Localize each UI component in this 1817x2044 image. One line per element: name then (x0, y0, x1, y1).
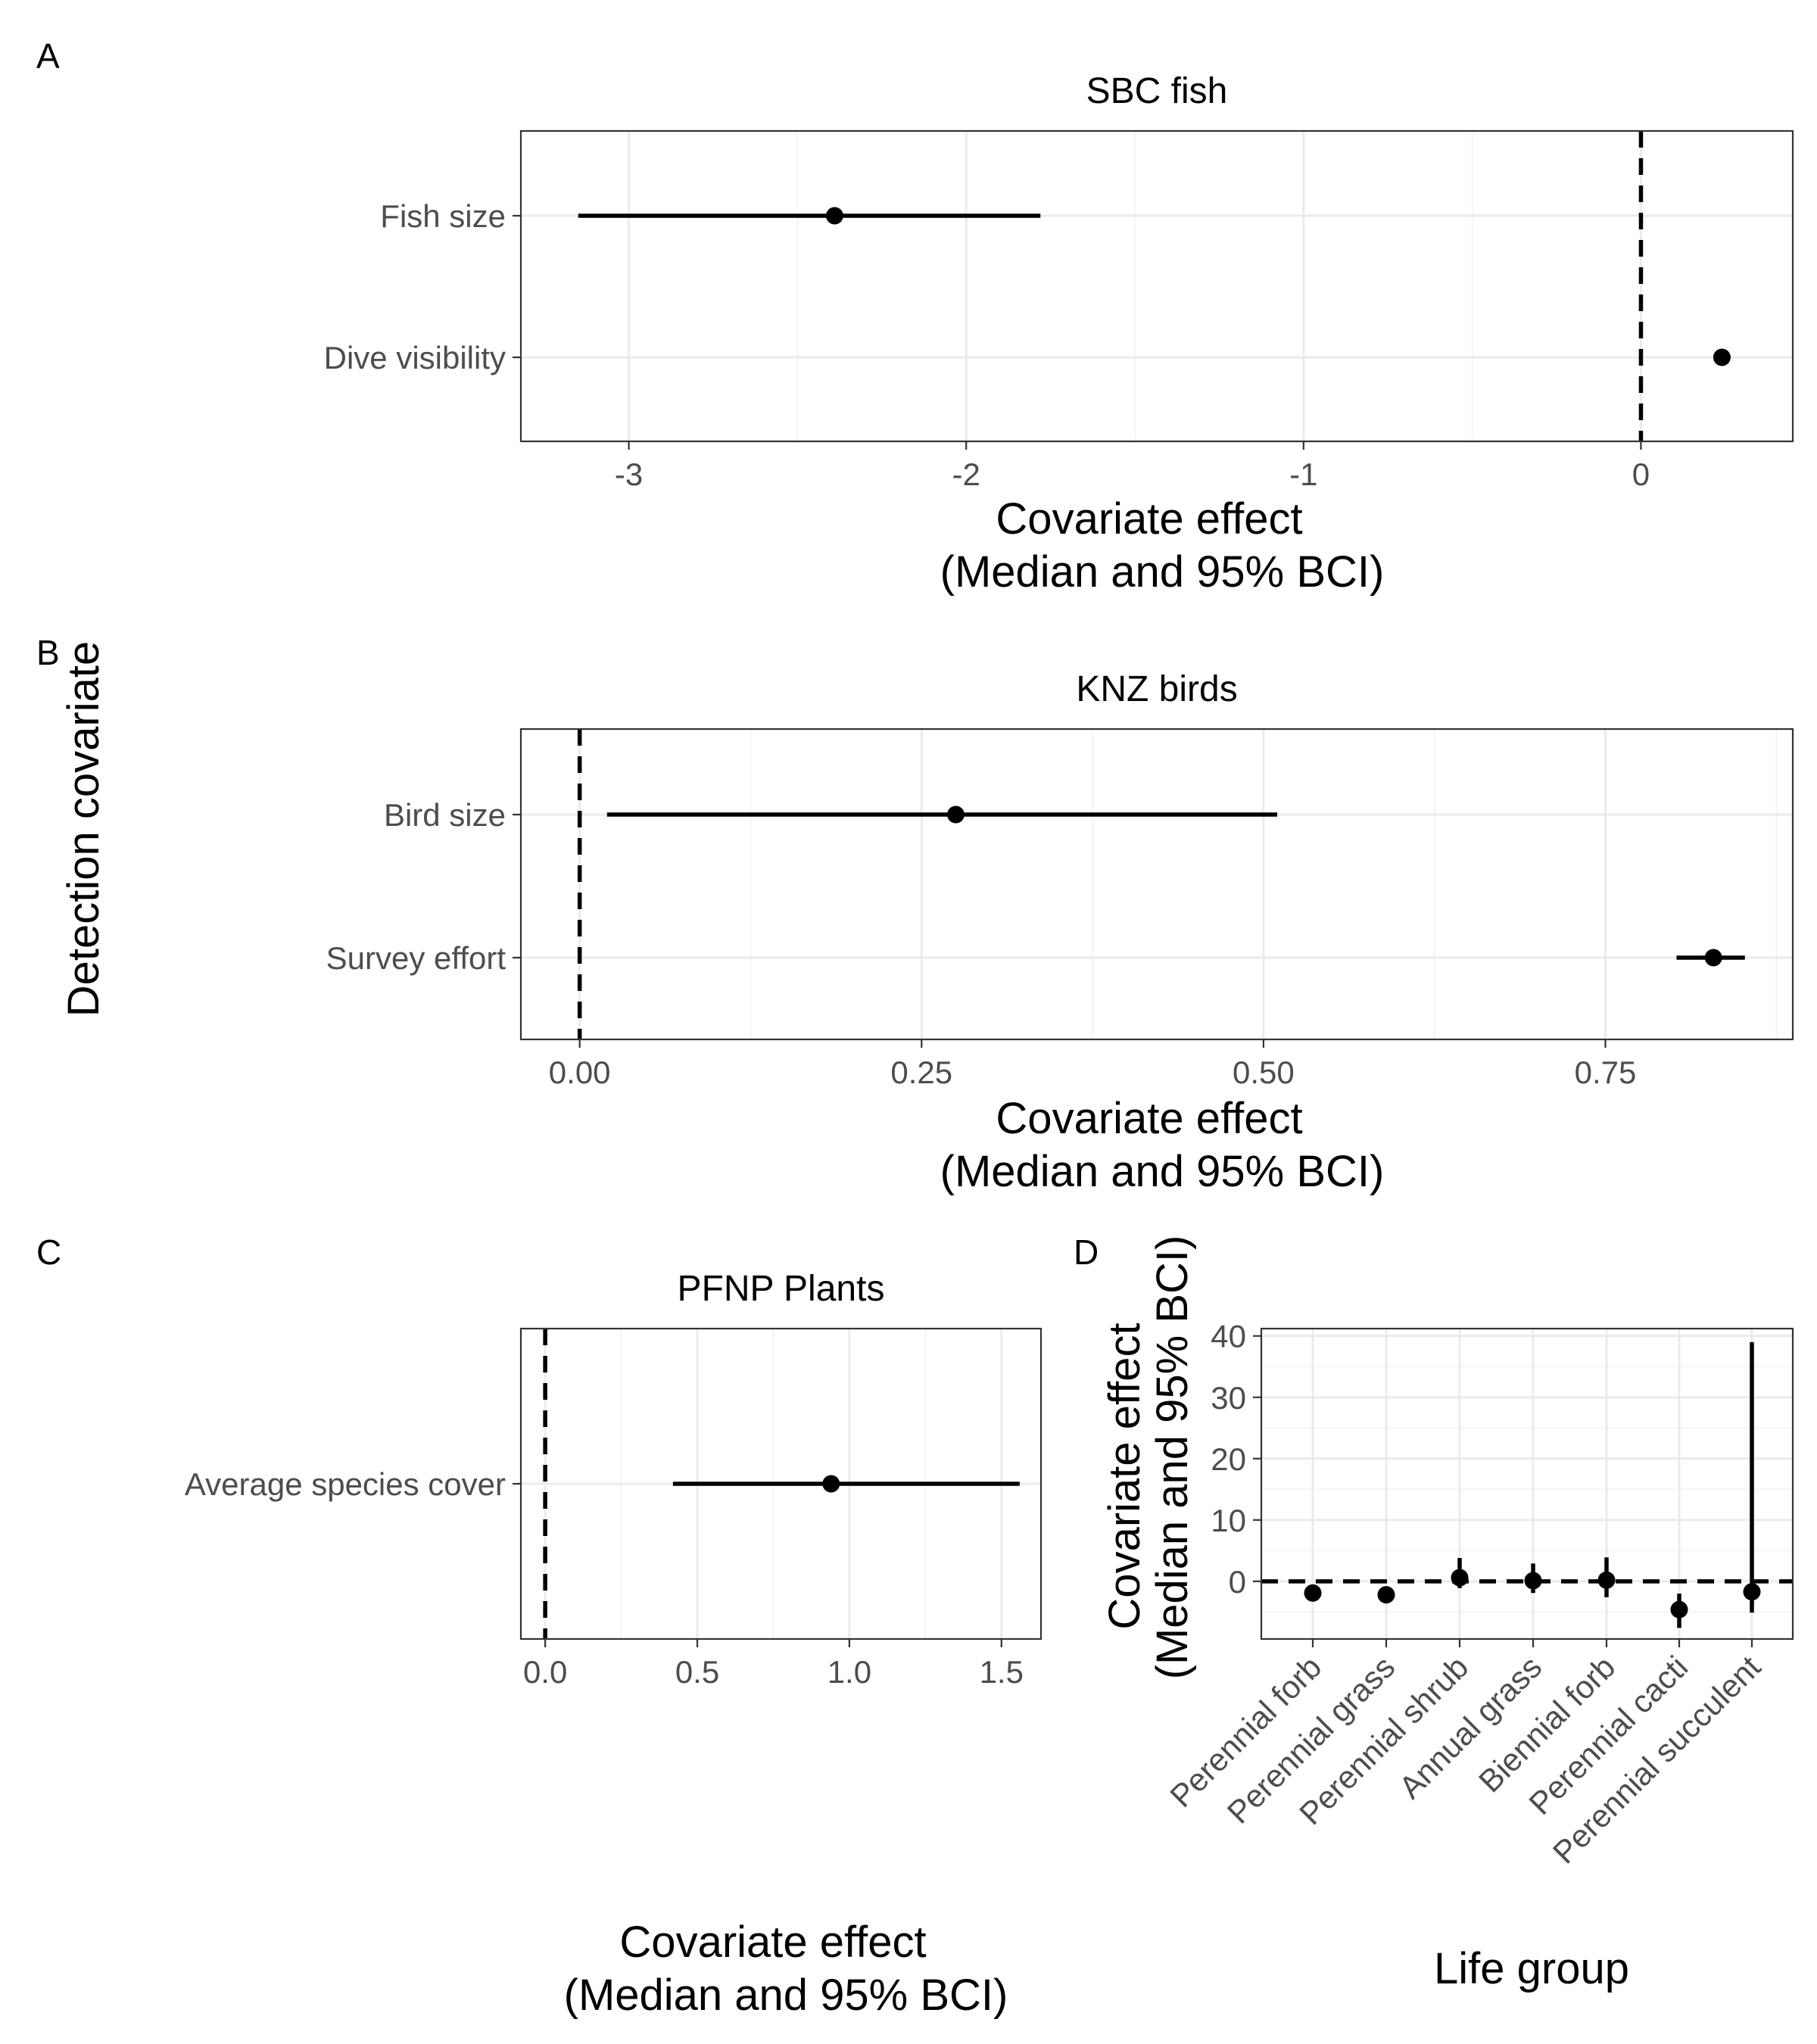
panel-b-x-axis-title-line1: Covariate effect (996, 1094, 1302, 1143)
panel-b-x-axis-title: Covariate effect (Median and 95% BCI) (940, 1094, 1385, 1196)
panel-b-x-tick-label: 0.00 (549, 1055, 611, 1090)
panel-d-y-tick-label: 40 (1211, 1319, 1246, 1354)
panel-a-x-axis-title-line2: (Median and 95% BCI) (940, 547, 1385, 597)
panel-d-median-point (1670, 1600, 1688, 1619)
panel-b-median-point (1704, 949, 1722, 967)
panel-c-x-axis-title: Covariate effect (Median and 95% BCI) (564, 1918, 1008, 2020)
panel-d-y-tick-label: 20 (1211, 1441, 1246, 1477)
panel-letter-d: D (1074, 1232, 1099, 1272)
panel-d-y-tick-label: 10 (1211, 1503, 1246, 1538)
panel-c-x-tick-label: 0.5 (675, 1654, 719, 1690)
panel-c-plot: PFNP Plants Average species cover 0.0 0.5 1.… (185, 1269, 1043, 1690)
panel-b-plot: KNZ birds Bird size Survey effort 0.00 0.25 0… (326, 669, 1794, 1090)
panel-b-plot-frame (519, 728, 1794, 1041)
panel-c-title: PFNP Plants (678, 1269, 885, 1309)
panel-d-x-axis-title: Life group (1434, 1944, 1629, 1993)
panel-a-x-tick-label: -3 (615, 456, 643, 492)
panel-d-median-point (1304, 1584, 1322, 1602)
panel-d-median-point (1524, 1572, 1542, 1590)
panel-a-plot: SBC fish Fish size Dive visibility -3 -2 -1 0 (324, 71, 1794, 492)
panel-b-x-axis-title-line2: (Median and 95% BCI) (940, 1147, 1385, 1196)
panel-b-y-tick-label: Survey effort (326, 940, 506, 976)
panel-c-x-tick-label: 1.5 (980, 1654, 1024, 1690)
shared-y-axis-title: Detection covariate (59, 641, 108, 1017)
panel-d-y-axis-title-line2: (Median and 95% BCI) (1148, 1235, 1197, 1680)
panel-d-plot-frame (1260, 1327, 1794, 1640)
panel-b-median-point (946, 805, 965, 824)
panel-a-plot-frame (519, 129, 1794, 443)
panel-a-y-tick-label: Fish size (380, 198, 506, 234)
panel-c-x-axis-title-line1: Covariate effect (619, 1918, 926, 1967)
panels-layer: SBC fish Fish size Dive visibility -3 -2 -1 0 K… (185, 71, 1794, 1993)
panel-b-x-tick-label: 0.50 (1233, 1055, 1295, 1090)
panel-a-title: SBC fish (1086, 71, 1228, 111)
panel-c-x-tick-label: 1.0 (827, 1654, 871, 1690)
panel-c-median-point (822, 1475, 840, 1493)
panel-c-x-tick-label: 0.0 (523, 1654, 567, 1690)
panel-letter-b: B (36, 633, 60, 672)
panel-d-y-axis-title-line1: Covariate effect (1100, 1323, 1149, 1629)
panel-b-x-tick-label: 0.75 (1575, 1055, 1637, 1090)
panel-a-x-tick-label: 0 (1632, 456, 1650, 492)
panel-a-median-point (825, 207, 843, 225)
panel-b-title: KNZ birds (1076, 669, 1237, 709)
panel-d-median-point (1451, 1569, 1469, 1587)
panel-a-median-point (1713, 348, 1731, 366)
panel-d-y-tick-label: 0 (1229, 1564, 1246, 1600)
panel-b-x-tick-label: 0.25 (890, 1055, 952, 1090)
panel-d-median-point (1743, 1583, 1761, 1601)
panel-d-y-tick-label: 30 (1211, 1380, 1246, 1416)
panel-a-x-axis-title: Covariate effect (Median and 95% BCI) (940, 494, 1385, 597)
panel-b-y-tick-label: Bird size (384, 797, 506, 833)
panel-d-median-point (1377, 1586, 1395, 1604)
panel-a-y-tick-label: Dive visibility (324, 340, 506, 375)
panel-letter-c: C (36, 1232, 61, 1272)
panel-a-x-axis-title-line1: Covariate effect (996, 494, 1302, 544)
panel-c-x-axis-title-line2: (Median and 95% BCI) (564, 1971, 1008, 2020)
panel-a-x-tick-label: -1 (1289, 456, 1317, 492)
panel-d-median-point (1597, 1571, 1616, 1589)
panel-a-x-tick-label: -2 (952, 456, 980, 492)
panel-c-y-tick-label: Average species cover (185, 1466, 506, 1502)
panel-letter-a: A (36, 36, 60, 76)
